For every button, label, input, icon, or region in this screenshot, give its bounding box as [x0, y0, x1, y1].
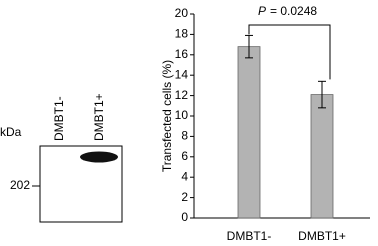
- error-bar: [318, 80, 326, 109]
- error-bar: [245, 34, 253, 59]
- y-tick-label: 20: [175, 6, 189, 20]
- lane-label: DMBT1+: [92, 93, 106, 141]
- western-blot: kDa DMBT1- DMBT1+ 202: [0, 93, 123, 223]
- y-tick-label: 6: [181, 149, 188, 163]
- y-tick-label: 10: [175, 108, 189, 122]
- y-tick-label: 18: [175, 27, 189, 41]
- x-tick-label: DMBT1-: [227, 229, 272, 243]
- bar: [310, 94, 334, 219]
- y-tick-label: 8: [181, 129, 188, 143]
- significance-bracket: [248, 24, 331, 80]
- y-tick-label: 12: [175, 88, 189, 102]
- blot-band: [80, 151, 118, 163]
- y-tick-label: 4: [181, 169, 188, 183]
- y-tick-label: 16: [175, 47, 189, 61]
- x-tick-label: DMBT1+: [298, 229, 346, 243]
- lane-label: DMBT1-: [52, 96, 66, 141]
- y-tick-label: 2: [181, 190, 188, 204]
- marker-label: 202: [10, 178, 30, 192]
- annotation-symbol: P: [258, 4, 266, 18]
- y-tick-label: 14: [175, 67, 189, 81]
- annotation-text: = 0.0248: [270, 4, 317, 18]
- y-tick-label: 0: [181, 210, 188, 224]
- bar: [237, 46, 261, 219]
- y-axis-label: Transfected cells (%): [160, 60, 174, 172]
- blot-unit: kDa: [0, 125, 22, 139]
